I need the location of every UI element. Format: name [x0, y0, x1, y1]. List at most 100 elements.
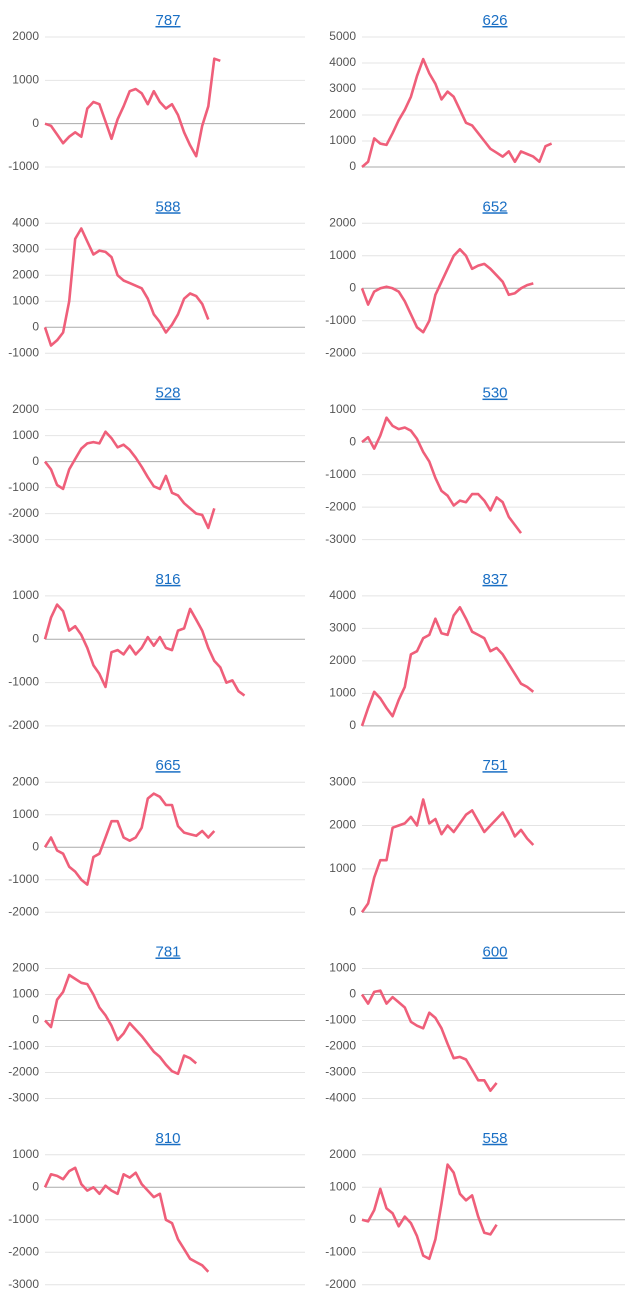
data-line [43, 792, 216, 886]
y-tick-label: 0 [32, 1013, 39, 1027]
y-tick-label: 4000 [329, 55, 356, 69]
y-tick-label: 1000 [329, 686, 356, 700]
y-tick-label: 3000 [329, 81, 356, 95]
y-tick-label: 0 [32, 631, 39, 645]
y-tick-label: -1000 [8, 480, 39, 494]
chart-title[interactable]: 751 [482, 757, 507, 774]
y-tick-label: -3000 [325, 1065, 356, 1079]
y-tick-label: -2000 [325, 345, 356, 359]
data-line [44, 973, 198, 1076]
y-tick-label: 2000 [329, 1147, 356, 1161]
data-line [43, 227, 210, 347]
y-tick-label: -2000 [325, 1277, 356, 1291]
y-tick-label: 0 [32, 839, 39, 853]
y-tick-label: -1000 [8, 1039, 39, 1053]
y-tick-label: 0 [349, 434, 356, 448]
y-tick-label: 3000 [329, 621, 356, 635]
chart-title[interactable]: 665 [155, 757, 180, 774]
y-tick-label: -2000 [8, 718, 39, 732]
chart-title[interactable]: 816 [155, 571, 180, 588]
data-line [360, 248, 534, 334]
y-tick-label: 4000 [329, 588, 356, 602]
chart-title[interactable]: 810 [155, 1130, 180, 1147]
data-line [361, 57, 553, 168]
y-tick-label: -4000 [325, 1091, 356, 1105]
chart-title[interactable]: 626 [482, 12, 507, 29]
data-line [43, 430, 216, 530]
chart-title[interactable]: 781 [155, 943, 180, 960]
y-tick-label: -3000 [325, 532, 356, 546]
y-tick-label: 1000 [12, 428, 39, 442]
y-tick-label: -1000 [325, 1013, 356, 1027]
y-tick-label: 2000 [12, 402, 39, 416]
data-line [361, 416, 523, 534]
y-tick-label: 1000 [329, 961, 356, 975]
data-line [361, 1163, 498, 1261]
y-tick-label: 1000 [12, 1147, 39, 1161]
y-tick-label: -2000 [325, 499, 356, 513]
y-tick-label: 0 [32, 116, 39, 130]
y-tick-label: 0 [349, 280, 356, 294]
chart-title[interactable]: 530 [482, 385, 507, 402]
chart-title[interactable]: 652 [482, 198, 507, 215]
y-tick-label: -2000 [8, 1244, 39, 1258]
y-tick-label: 1000 [329, 1179, 356, 1193]
y-tick-label: -2000 [325, 1039, 356, 1053]
y-tick-label: 1000 [329, 248, 356, 262]
y-tick-label: -3000 [8, 1277, 39, 1291]
y-tick-label: 5000 [329, 29, 356, 43]
y-tick-label: 1000 [329, 133, 356, 147]
y-tick-label: 1000 [12, 987, 39, 1001]
chart-title[interactable]: 837 [482, 571, 507, 588]
y-tick-label: 2000 [12, 774, 39, 788]
y-tick-label: 0 [32, 1179, 39, 1193]
chart-title[interactable]: 600 [482, 943, 507, 960]
y-tick-label: -1000 [325, 467, 356, 481]
y-tick-label: 1000 [329, 402, 356, 416]
y-tick-label: -2000 [8, 506, 39, 520]
chart-title[interactable]: 787 [155, 12, 180, 29]
data-line [360, 989, 498, 1092]
y-tick-label: 2000 [329, 653, 356, 667]
y-tick-label: 0 [349, 159, 356, 173]
y-tick-label: 3000 [12, 241, 39, 255]
data-line [43, 1166, 210, 1273]
y-tick-label: -1000 [325, 1244, 356, 1258]
y-tick-label: -1000 [8, 159, 39, 173]
y-tick-label: -3000 [8, 1091, 39, 1105]
data-line [360, 798, 535, 913]
y-tick-label: 1000 [12, 588, 39, 602]
y-tick-label: 2000 [12, 267, 39, 281]
y-tick-label: 0 [32, 319, 39, 333]
chart-title[interactable]: 528 [155, 385, 180, 402]
y-tick-label: 2000 [329, 215, 356, 229]
data-line [43, 603, 246, 697]
chart-title[interactable]: 588 [155, 198, 180, 215]
data-line [44, 57, 221, 158]
y-tick-label: 2000 [12, 29, 39, 43]
y-tick-label: -1000 [8, 345, 39, 359]
y-tick-label: -1000 [8, 1212, 39, 1226]
y-tick-label: -2000 [8, 1065, 39, 1079]
y-tick-label: 0 [32, 454, 39, 468]
y-tick-label: 2000 [12, 961, 39, 975]
y-tick-label: 0 [349, 1212, 356, 1226]
y-tick-label: 2000 [329, 818, 356, 832]
y-tick-label: -1000 [8, 872, 39, 886]
y-tick-label: 0 [349, 718, 356, 732]
y-tick-label: -3000 [8, 532, 39, 546]
chart-title[interactable]: 558 [482, 1130, 507, 1147]
data-line [360, 605, 535, 727]
y-tick-label: -1000 [325, 313, 356, 327]
y-tick-label: 1000 [12, 73, 39, 87]
y-tick-label: 0 [349, 987, 356, 1001]
y-tick-label: -2000 [8, 904, 39, 918]
y-tick-label: 1000 [12, 807, 39, 821]
y-tick-label: 1000 [12, 293, 39, 307]
y-tick-label: -1000 [8, 675, 39, 689]
y-tick-label: 2000 [329, 107, 356, 121]
y-tick-label: 3000 [329, 774, 356, 788]
y-tick-label: 0 [349, 904, 356, 918]
